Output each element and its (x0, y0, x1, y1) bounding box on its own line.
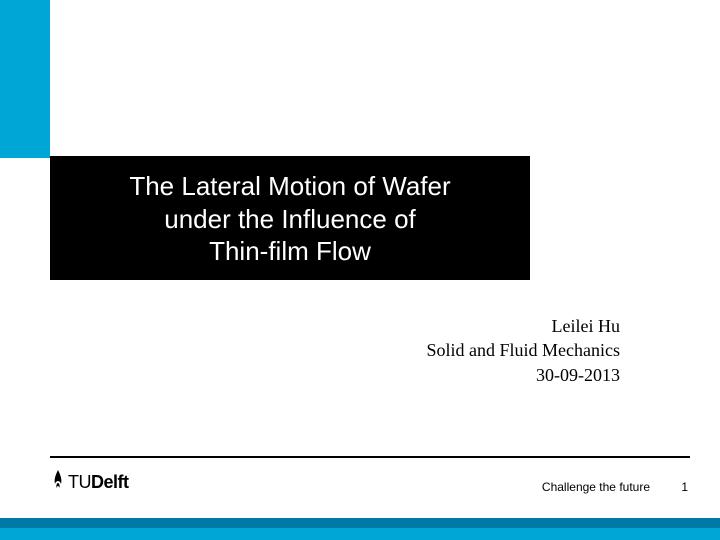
author-name: Leilei Hu (427, 314, 620, 338)
left-accent-bar (0, 0, 50, 158)
author-block: Leilei Hu Solid and Fluid Mechanics 30-0… (427, 314, 620, 387)
page-number: 1 (681, 480, 688, 494)
title-box: The Lateral Motion of Wafer under the In… (50, 156, 530, 280)
tudelft-logo: TUDelft (50, 468, 129, 496)
slide-title: The Lateral Motion of Wafer under the In… (70, 170, 510, 268)
title-line-3: Thin-film Flow (209, 236, 371, 266)
flame-icon (50, 468, 66, 496)
bottom-bar-dark (0, 518, 720, 528)
footer-divider (50, 456, 690, 458)
bottom-bar-light (0, 528, 720, 540)
author-date: 30-09-2013 (427, 363, 620, 387)
title-line-2: under the Influence of (164, 204, 416, 234)
title-line-1: The Lateral Motion of Wafer (129, 171, 450, 201)
author-affiliation: Solid and Fluid Mechanics (427, 338, 620, 362)
logo-text: TUDelft (68, 472, 129, 493)
logo-text-delft: Delft (91, 472, 129, 492)
logo-text-tu: TU (68, 472, 91, 492)
footer-tagline: Challenge the future (542, 480, 650, 494)
